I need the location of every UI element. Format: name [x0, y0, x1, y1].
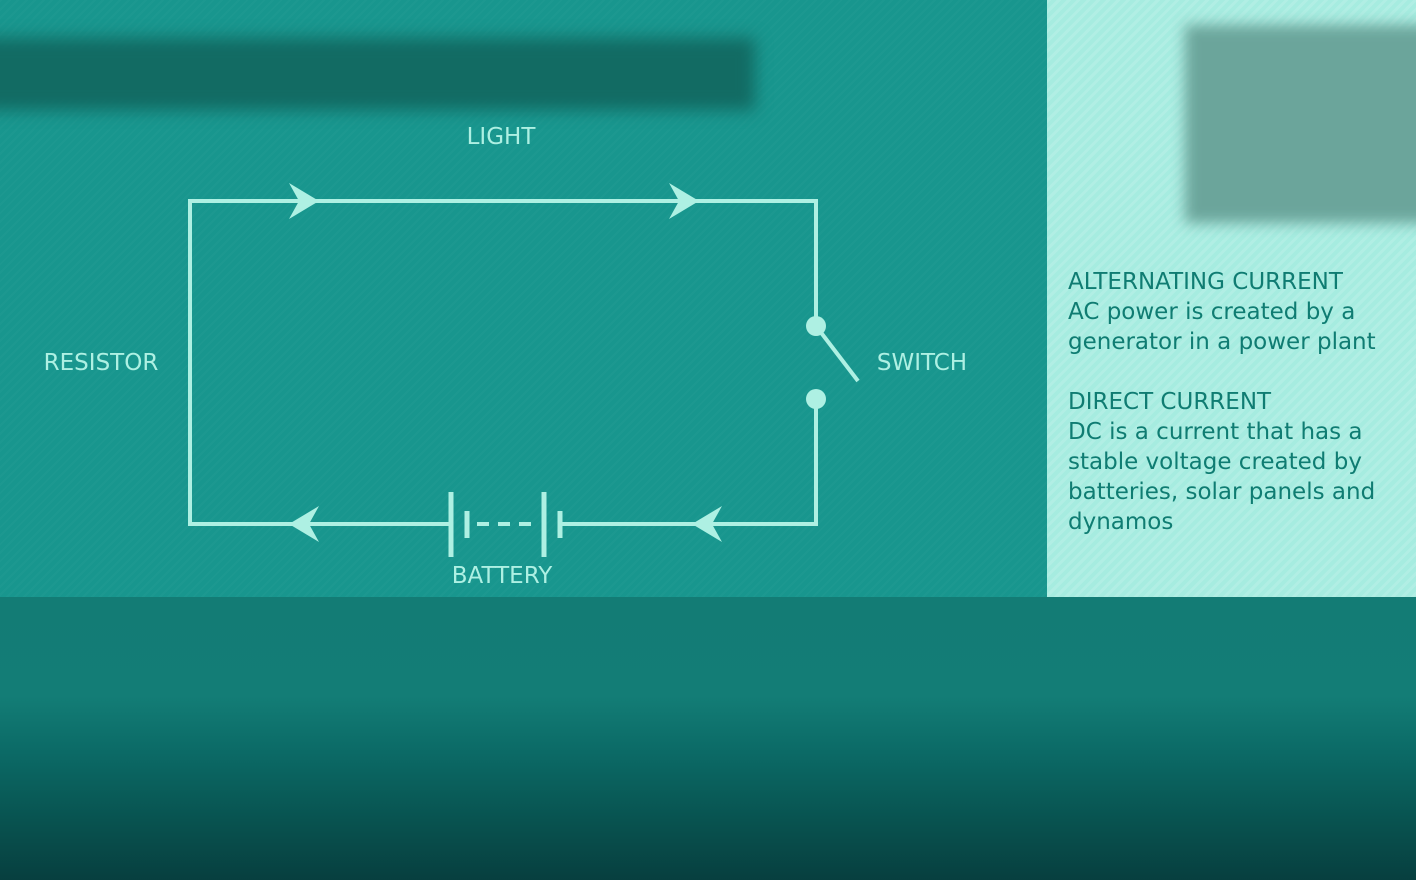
label-light: LIGHT: [467, 124, 537, 150]
dc-body-line: stable voltage created by: [1068, 449, 1362, 475]
dc-info-block: DIRECT CURRENT DC is a current that has …: [1068, 387, 1388, 537]
arrow-top-left: [289, 183, 319, 219]
arrow-top-right: [669, 183, 699, 219]
circuit-diagram-panel: LIGHT RESISTOR SWITCH BATTERY: [0, 0, 1047, 597]
wire-right-lower: [560, 397, 818, 526]
dc-body-line: batteries, solar panels and: [1068, 479, 1376, 505]
arrow-bottom-left: [289, 506, 319, 542]
blurred-title-bar: [0, 38, 755, 110]
dc-body-line: DC is a current that has a: [1068, 419, 1363, 445]
circuit-diagram: LIGHT RESISTOR SWITCH BATTERY: [44, 124, 967, 589]
wire-top: [188, 199, 818, 328]
dc-body-line: dynamos: [1068, 509, 1174, 535]
ac-heading: ALTERNATING CURRENT: [1068, 269, 1343, 295]
arrow-bottom-right: [692, 506, 722, 542]
switch-contact-top: [806, 316, 826, 336]
label-resistor: RESISTOR: [44, 350, 159, 376]
battery-symbol: [448, 492, 563, 557]
label-battery: BATTERY: [452, 563, 553, 589]
switch-lever: [814, 324, 860, 383]
bottom-gradient-area: [0, 597, 1416, 880]
label-switch: SWITCH: [877, 350, 967, 376]
ac-body-line: AC power is created by a: [1068, 299, 1356, 325]
info-panel: ALTERNATING CURRENT AC power is created …: [1047, 0, 1416, 597]
ac-info-block: ALTERNATING CURRENT AC power is created …: [1068, 267, 1388, 357]
ac-body-line: generator in a power plant: [1068, 329, 1376, 355]
dc-heading: DIRECT CURRENT: [1068, 389, 1272, 415]
switch-contact-bottom: [806, 389, 826, 409]
blurred-image-placeholder: [1185, 25, 1416, 223]
